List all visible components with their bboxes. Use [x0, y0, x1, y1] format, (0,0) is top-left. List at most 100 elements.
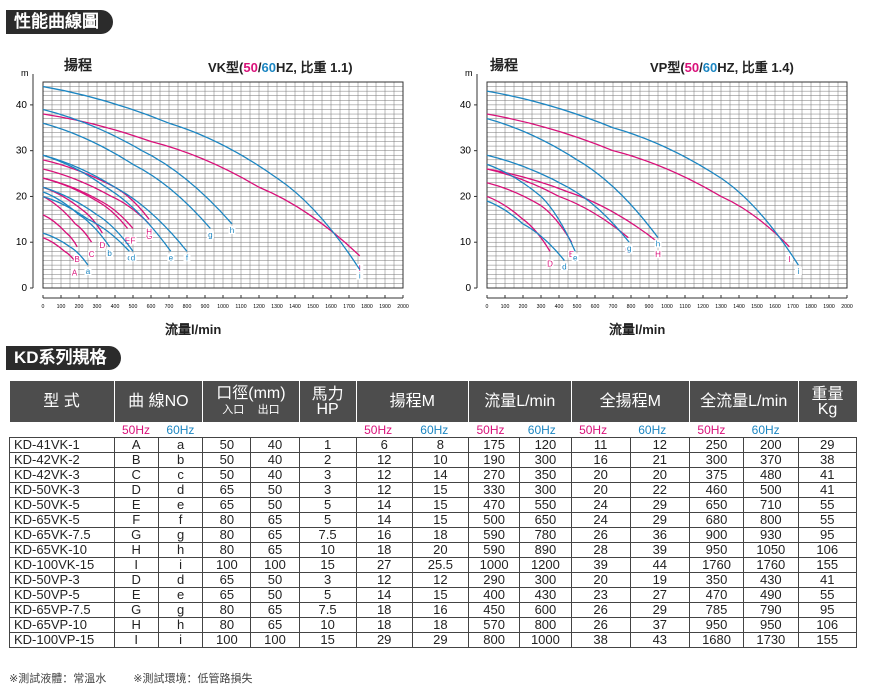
- x-tick-label: 1900: [379, 304, 391, 310]
- curve-label-bg: [571, 253, 579, 262]
- note-liquid: ※測試液體：常溫水: [9, 673, 107, 685]
- table-cell: 300: [519, 482, 572, 498]
- hz60-label: 60Hz: [527, 422, 556, 437]
- table-cell: 24: [570, 497, 631, 513]
- curve-label-bg: [356, 263, 364, 272]
- curve-label-G: G: [146, 232, 152, 241]
- table-cell: 55: [797, 512, 857, 528]
- y-tick-label: 20: [16, 191, 28, 202]
- table-cell: 480: [743, 467, 799, 483]
- y-tick-label: 40: [16, 100, 28, 111]
- curve-label-bg: [785, 254, 793, 263]
- table-cell: d: [157, 482, 204, 498]
- curve-label-E: E: [569, 250, 574, 259]
- x-tick-label: 1000: [217, 304, 229, 310]
- curve-label-e: e: [573, 253, 578, 262]
- table-cell: 330: [467, 482, 521, 498]
- table-cell: 29: [355, 632, 413, 648]
- hz50-label: 50Hz: [697, 422, 726, 437]
- x-tick-label: 1700: [787, 304, 799, 310]
- table-cell: 65: [250, 602, 300, 618]
- table-cell: 10: [411, 452, 470, 468]
- table-cell: 25.5: [411, 557, 470, 573]
- table-cell: 50: [250, 497, 300, 513]
- table-cell: f: [157, 512, 204, 528]
- table-cell: 12: [355, 482, 413, 498]
- x-tick-label: 400: [111, 304, 120, 310]
- curve-E: [486, 182, 573, 243]
- x-tick-label: 500: [573, 304, 582, 310]
- curve-label-A: A: [72, 269, 78, 278]
- curve-label-bg: [71, 268, 78, 277]
- curve-D: [486, 195, 551, 252]
- table-cell: 80: [202, 602, 252, 618]
- y-tick-label: 10: [460, 237, 472, 248]
- curve-label-bg: [167, 253, 175, 262]
- curve-e: [486, 163, 576, 252]
- table-cell: 780: [519, 527, 572, 543]
- curve-label-bg: [183, 253, 191, 262]
- y-tick-label: 30: [16, 146, 28, 157]
- y-tick-label: 10: [16, 237, 28, 248]
- table-cell: KD-100VK-15: [9, 557, 115, 573]
- curve-label-bg: [625, 244, 633, 253]
- table-cell: 14: [355, 587, 413, 603]
- curve-label-bg: [129, 253, 137, 262]
- x-tick-label: 1400: [733, 304, 745, 310]
- table-cell: c: [157, 467, 204, 483]
- table-cell: 65: [202, 497, 252, 513]
- curve-label-h: h: [656, 240, 660, 249]
- table-cell: 790: [743, 602, 799, 618]
- table-cell: 2: [298, 452, 357, 468]
- table-cell: 14: [411, 467, 470, 483]
- table-cell: 590: [467, 527, 521, 543]
- curve-label-B: B: [75, 255, 80, 264]
- chart-title: VP型(50/60HZ, 比重 1.4): [650, 60, 794, 75]
- table-cell: 300: [688, 452, 745, 468]
- hz50-label: 50Hz: [579, 422, 608, 437]
- table-cell: 43: [629, 632, 690, 648]
- curve-b: [42, 191, 111, 248]
- th-model: 型 式: [9, 381, 115, 422]
- table-cell: D: [113, 482, 159, 498]
- curve-label-bg: [228, 225, 236, 234]
- table-cell: B: [113, 452, 159, 468]
- table-cell: 27: [355, 557, 413, 573]
- table-cell: E: [113, 587, 159, 603]
- table-cell: 800: [743, 512, 799, 528]
- table-cell: 38: [797, 452, 857, 468]
- table-cell: 29: [411, 632, 470, 648]
- table-cell: 20: [570, 572, 631, 588]
- table-cell: 15: [411, 482, 470, 498]
- y-axis-unit: m: [465, 68, 473, 78]
- curve-label-bg: [88, 250, 96, 259]
- x-tick-label: 600: [591, 304, 600, 310]
- th-hp: 馬力 HP: [299, 381, 357, 422]
- hz60-label: 60Hz: [751, 422, 780, 437]
- table-cell: 950: [743, 617, 799, 633]
- table-cell: 570: [467, 617, 521, 633]
- table-cell: KD-65VK-10: [9, 542, 115, 558]
- table-cell: 450: [467, 602, 521, 618]
- curve-h: [42, 108, 233, 225]
- table-cell: 12: [355, 467, 413, 483]
- table-cell: d: [157, 572, 204, 588]
- table-cell: 300: [519, 572, 572, 588]
- curve-label-bg: [794, 267, 802, 276]
- table-cell: 10: [298, 542, 357, 558]
- table-cell: 200: [743, 437, 799, 453]
- table-cell: KD-42VK-3: [9, 467, 115, 483]
- x-tick-label: 700: [609, 304, 618, 310]
- table-cell: 100: [250, 557, 300, 573]
- table-cell: 27: [629, 587, 690, 603]
- table-cell: 950: [688, 617, 745, 633]
- curve-d: [42, 186, 134, 252]
- table-cell: a: [157, 437, 204, 453]
- x-tick-label: 1700: [343, 304, 355, 310]
- curve-label-bg: [546, 259, 554, 268]
